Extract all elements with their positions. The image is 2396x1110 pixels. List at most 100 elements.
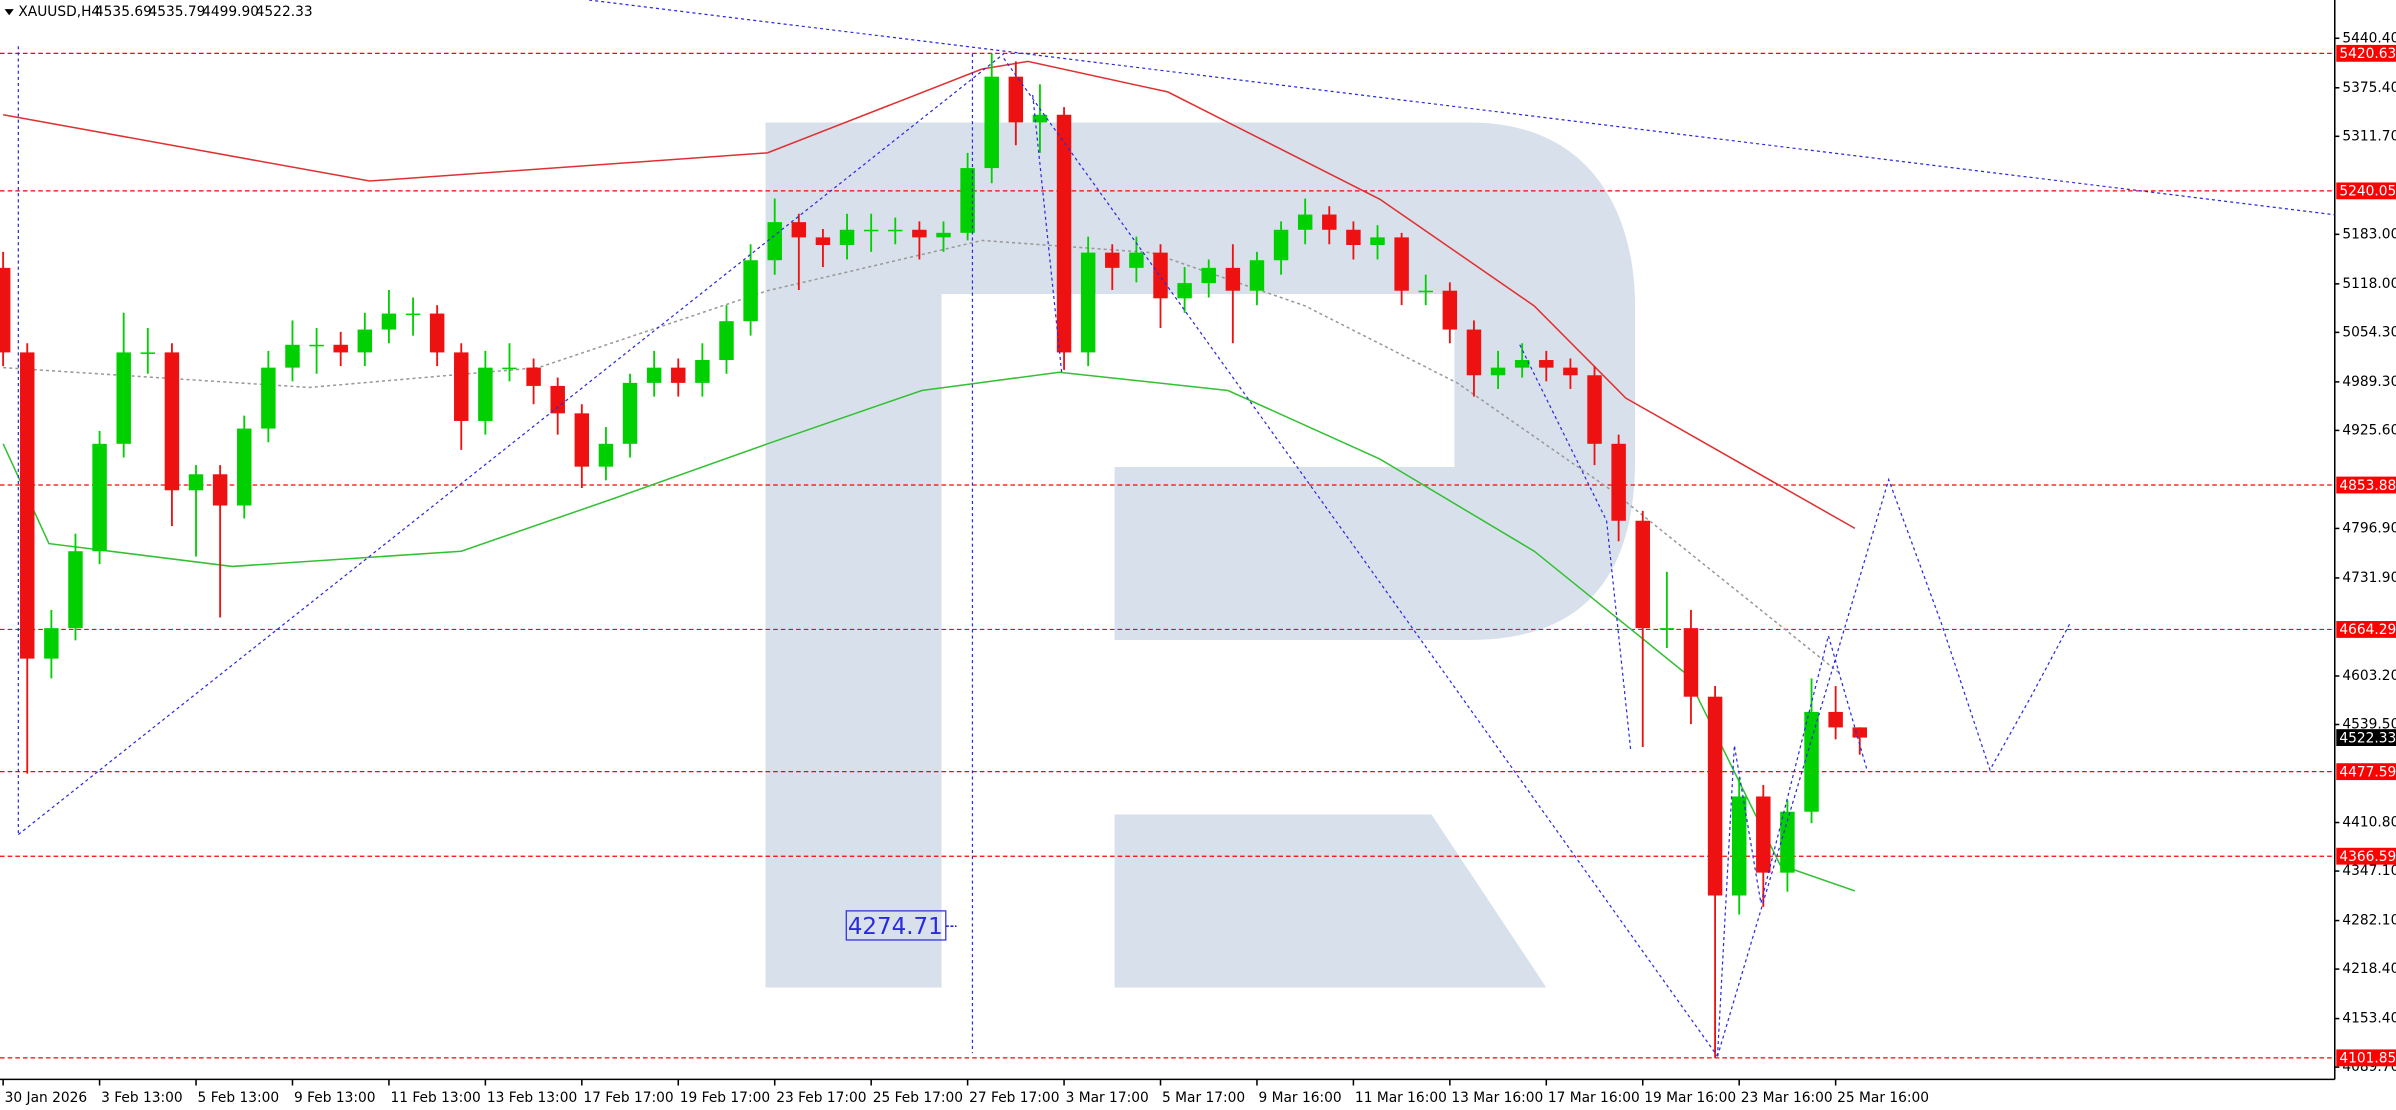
candle-body xyxy=(116,352,131,444)
x-tick-label: 17 Mar 16:00 xyxy=(1548,1090,1640,1106)
level-tag xyxy=(2336,847,2396,865)
x-tick-label: 9 Mar 16:00 xyxy=(1258,1090,1341,1106)
ohlc-low: 4499.90 xyxy=(202,4,259,20)
y-tick-label: 4153.40 xyxy=(2342,1011,2396,1027)
level-tag xyxy=(2336,763,2396,781)
trend-line xyxy=(17,53,1005,836)
candle-body xyxy=(1056,114,1072,353)
candle-body xyxy=(478,367,493,421)
ohlc-open: 4535.69 xyxy=(95,4,152,20)
candle-body xyxy=(381,313,397,330)
trend-line xyxy=(1519,344,1632,751)
candle-body xyxy=(550,385,565,414)
x-tick-label: 19 Mar 16:00 xyxy=(1644,1090,1736,1106)
x-tick-label: 25 Mar 16:00 xyxy=(1837,1090,1929,1106)
candle-body xyxy=(1008,76,1024,123)
candle-body xyxy=(839,229,855,246)
candle-body xyxy=(984,76,999,169)
candle-body xyxy=(1466,329,1482,376)
candle-body xyxy=(212,474,228,506)
x-tick-label: 23 Mar 16:00 xyxy=(1741,1090,1833,1106)
candle-body xyxy=(357,329,373,353)
ohlc-high: 4535.79 xyxy=(149,4,206,20)
candle-body xyxy=(960,168,975,233)
candle-body xyxy=(1394,237,1409,291)
x-tick-label: 25 Feb 17:00 xyxy=(873,1090,963,1106)
candle-body xyxy=(1370,237,1385,246)
trend-line xyxy=(1003,58,1718,1057)
x-tick-label: 19 Feb 17:00 xyxy=(680,1090,770,1106)
candle-body xyxy=(1105,252,1120,268)
y-tick-label: 5183.00 xyxy=(2342,226,2396,242)
candle-body xyxy=(1032,114,1048,123)
candle-body xyxy=(1442,290,1458,330)
y-tick-label: 4410.80 xyxy=(2342,815,2396,831)
candle-body xyxy=(646,367,662,383)
level-tag xyxy=(2336,182,2396,200)
moving-average xyxy=(2,371,1856,892)
watermark xyxy=(765,122,1636,988)
menu-arrow[interactable] xyxy=(4,9,14,16)
candle-body xyxy=(888,229,903,232)
x-tick-label: 3 Feb 13:00 xyxy=(101,1090,183,1106)
x-tick-label: 9 Feb 13:00 xyxy=(294,1090,376,1106)
candle-body xyxy=(574,413,590,467)
candle-body xyxy=(767,222,782,261)
candle-body xyxy=(44,628,59,659)
x-tick-label: 3 Mar 17:00 xyxy=(1066,1090,1149,1106)
candle-body xyxy=(1249,260,1265,291)
level-tag-label: 4366.59 xyxy=(2339,849,2396,865)
candle-body xyxy=(502,367,517,370)
x-tick-label: 23 Feb 17:00 xyxy=(776,1090,866,1106)
candle-body xyxy=(1683,628,1699,697)
candle-body xyxy=(92,443,107,552)
level-tag-label: 4664.29 xyxy=(2339,622,2396,638)
candle-body xyxy=(309,344,324,347)
axes: 5440.40 5375.40 5311.70 5183.00 5118.00 5054.… xyxy=(2,30,2396,1106)
y-tick-label: 4282.10 xyxy=(2342,913,2396,929)
x-tick-label: 13 Feb 13:00 xyxy=(487,1090,577,1106)
candle-body xyxy=(0,267,11,353)
candle-body xyxy=(791,222,807,238)
moving-average xyxy=(2,60,1856,530)
candle-body xyxy=(1322,214,1337,230)
y-tick-label: 5311.70 xyxy=(2342,128,2396,144)
x-tick-label: 5 Mar 17:00 xyxy=(1162,1090,1245,1106)
candle-body xyxy=(1080,252,1096,353)
candle-body xyxy=(1563,367,1578,376)
candle-body xyxy=(1780,811,1795,873)
x-tick-label: 30 Jan 2026 xyxy=(5,1090,88,1106)
y-tick-label: 4603.20 xyxy=(2342,668,2396,684)
candle-body xyxy=(261,367,276,429)
candle-body xyxy=(936,232,951,238)
candle-body xyxy=(1129,252,1144,268)
y-tick-label: 5118.00 xyxy=(2342,276,2396,292)
last-price-label: 4522.33 xyxy=(2339,730,2396,746)
candle-body xyxy=(1153,252,1168,299)
candle-body xyxy=(1611,443,1626,521)
candle-body xyxy=(622,382,638,444)
level-tag-label: 5240.05 xyxy=(2339,184,2396,200)
y-tick-label: 4796.90 xyxy=(2342,520,2396,536)
candle-body xyxy=(20,352,35,659)
candle-body xyxy=(1587,375,1602,444)
candle-body xyxy=(164,352,180,491)
candle-body xyxy=(912,229,927,238)
candle-body xyxy=(671,367,686,383)
candle-body xyxy=(1201,267,1216,284)
candle-body xyxy=(405,313,421,316)
candle-body xyxy=(1659,628,1675,630)
marker-label: 4274.71 xyxy=(848,914,943,940)
y-tick-label: 5054.30 xyxy=(2342,324,2396,340)
level-tag xyxy=(2336,621,2396,638)
trend-line xyxy=(1716,477,2071,1057)
y-tick-label: 4731.90 xyxy=(2342,570,2396,586)
candle-body xyxy=(743,260,758,322)
x-tick-label: 17 Feb 17:00 xyxy=(583,1090,673,1106)
level-tag-label: 4853.88 xyxy=(2339,478,2396,494)
candle-body xyxy=(695,360,710,383)
x-tick-label: 11 Mar 16:00 xyxy=(1355,1090,1447,1106)
y-tick-label: 5440.40 xyxy=(2342,30,2396,46)
level-tag-label: 4477.59 xyxy=(2339,764,2396,780)
